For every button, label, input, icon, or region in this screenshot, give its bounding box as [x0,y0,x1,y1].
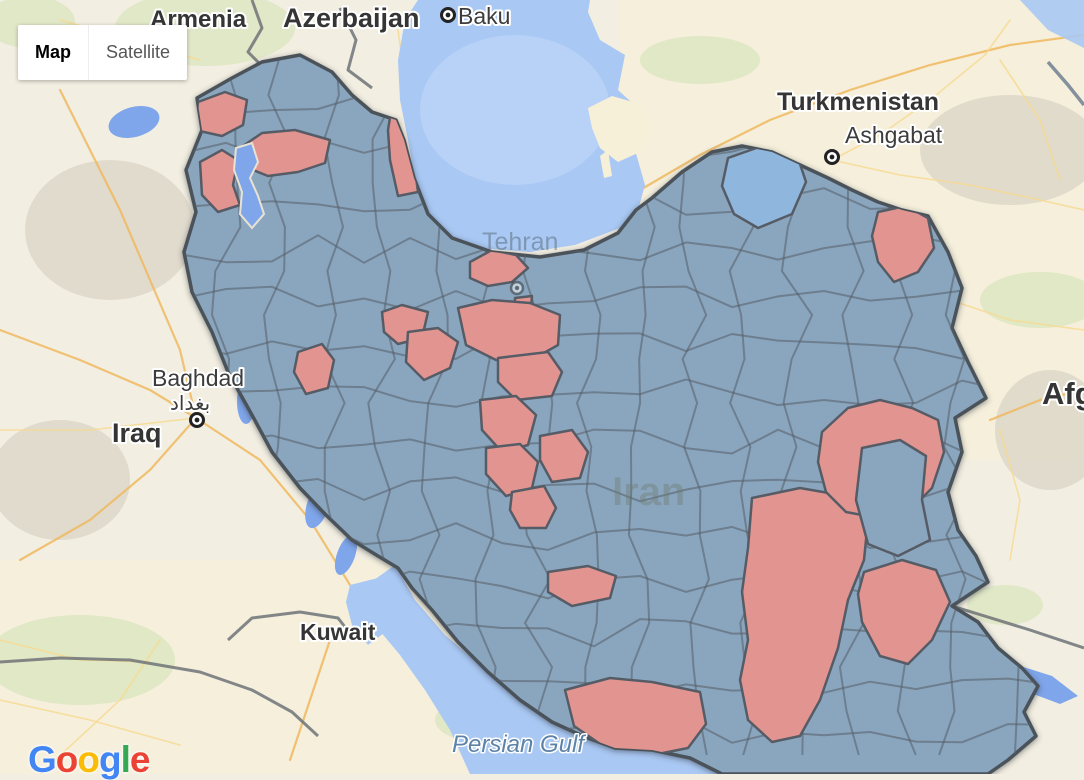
google-logo-letter: o [55,739,79,780]
city-marker-baku [440,7,456,23]
kuwait-label: Kuwait [300,619,376,645]
county-blue-enclave [854,438,932,558]
county-red-region [546,564,618,608]
baghdad-arabic-label: بغداد [170,391,210,415]
city-marker-ashgabat [824,149,840,165]
tehran-label: Tehran [482,228,558,256]
county-red-region [198,148,242,214]
iran-label: Iran [612,470,685,514]
google-logo[interactable]: Google [28,739,151,780]
lake-urmia [232,141,266,230]
map-type-control: Map Satellite [18,25,188,80]
iraq-label: Iraq [112,418,162,448]
google-logo-letter: l [120,739,131,780]
baku-label: Baku [458,3,510,29]
baghdad-label: Baghdad [152,365,244,391]
labels-layer: Armenia Azerbaijan Turkmenistan Iraq Kuw… [110,1,1084,760]
county-red-region [856,558,952,666]
county-red-region [292,342,336,396]
persian-gulf-label: Persian Gulf [452,731,586,758]
county-red-region [496,350,564,402]
county-red-region [508,484,558,530]
armenia-lake [108,106,160,138]
kuwait-bay [346,578,392,645]
county-red-region [563,676,708,758]
faint-labels: Tehran Iran [482,228,685,514]
county-red-region [456,298,562,364]
azerbaijan-label: Azerbaijan [283,3,420,33]
google-logo-letter: e [129,739,151,780]
county-red-region [193,90,249,138]
county-red-region [478,394,538,454]
google-logo-letter: G [28,739,57,780]
special-counties[interactable] [720,144,932,558]
satellite-button[interactable]: Satellite [88,25,187,80]
city-marker-tehran [509,280,525,296]
turkmenistan-label: Turkmenistan [777,88,939,116]
map-button[interactable]: Map [35,42,71,62]
persian-gulf [355,565,780,774]
ashgabat-label: Ashgabat [845,122,943,148]
ne-corner-water [1020,0,1084,48]
afghanistan-label: Afg [1042,376,1084,411]
city-marker-baghdad [189,412,205,428]
google-logo-letter: o [77,739,100,780]
county-red-region [538,428,590,484]
google-logo-letter: g [99,739,122,780]
county-red-region [404,326,460,382]
caspian-peninsula [588,96,652,162]
